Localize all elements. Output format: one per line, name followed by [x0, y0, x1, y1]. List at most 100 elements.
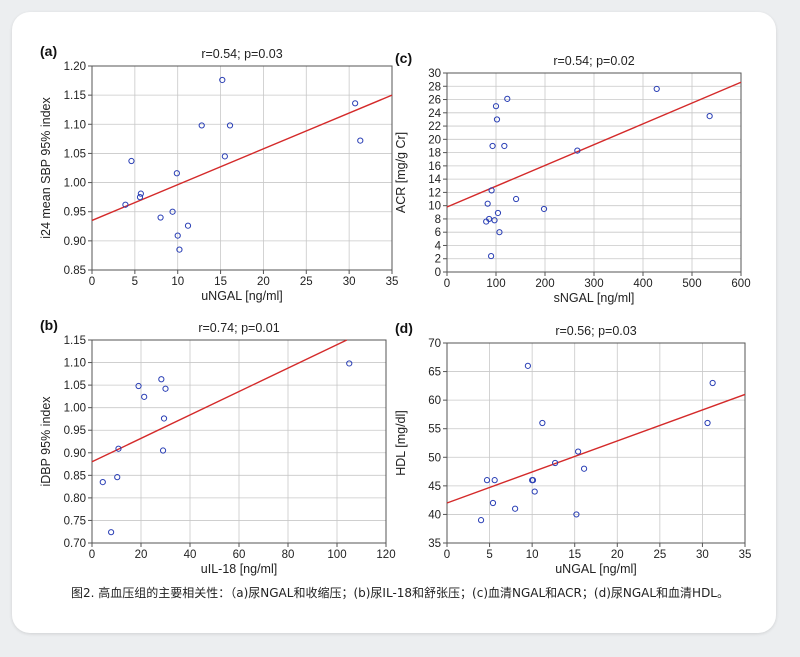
y-tick-label: 14	[428, 174, 441, 186]
data-point	[489, 499, 497, 507]
data-point	[488, 252, 495, 260]
y-tick-label: 28	[428, 81, 441, 93]
plot-frame	[446, 342, 746, 544]
x-tick-label: 35	[739, 549, 752, 561]
x-tick-label: 25	[653, 549, 666, 561]
y-tick-label: 1.05	[64, 380, 86, 392]
plot-area	[92, 66, 392, 270]
data-point	[512, 505, 519, 512]
y-axis-label: i24 mean SBP 95% index	[39, 96, 53, 238]
data-point	[484, 200, 491, 207]
chart-title: r=0.54; p=0.03	[201, 47, 282, 61]
x-tick-label: 300	[584, 278, 603, 290]
data-point	[489, 142, 496, 150]
x-tick-label: 80	[282, 549, 295, 561]
data-point	[357, 137, 364, 144]
x-tick-label: 0	[444, 278, 450, 290]
x-axis-label: uIL-18 [ng/ml]	[201, 562, 277, 576]
data-point	[580, 465, 588, 472]
chart-title: r=0.54; p=0.02	[553, 54, 634, 68]
data-point	[160, 415, 168, 422]
data-point	[512, 195, 520, 203]
y-tick-label: 26	[428, 95, 441, 107]
data-point	[141, 393, 148, 400]
chart-title: r=0.56; p=0.03	[555, 324, 636, 338]
data-point	[496, 229, 503, 236]
data-point	[159, 447, 167, 454]
y-tick-label: 1.10	[64, 358, 86, 370]
x-tick-label: 15	[568, 549, 581, 561]
y-tick-label: 1.00	[64, 403, 86, 415]
data-point	[573, 511, 580, 518]
data-point	[493, 116, 501, 123]
data-point	[114, 474, 121, 481]
y-tick-label: 1.15	[64, 335, 86, 347]
panel-c: 0 100 200 300 400 500 600024681012141618202224…	[394, 50, 751, 305]
y-tick-label: 35	[428, 538, 441, 550]
y-tick-label: 55	[428, 424, 441, 436]
y-tick-label: 65	[428, 367, 441, 379]
y-tick-label: 18	[428, 148, 441, 160]
data-point	[99, 479, 106, 486]
data-point	[226, 122, 234, 129]
y-tick-label: 60	[428, 395, 441, 407]
data-point	[115, 445, 122, 452]
panel-a: 0 5 10 15 20 25 30 35 0.85 0.90 0.95 1.00 1.05 1.10 1.…	[39, 43, 398, 303]
x-tick-label: 20	[257, 276, 270, 288]
data-point	[494, 209, 502, 217]
x-tick-label: 600	[731, 278, 750, 290]
data-point	[504, 95, 511, 102]
y-tick-label: 2	[435, 254, 441, 266]
data-point	[552, 459, 559, 467]
y-tick-label: 45	[428, 481, 441, 493]
data-point	[137, 190, 144, 197]
x-axis-label: sNGAL [ng/ml]	[554, 291, 635, 305]
panel-label: (b)	[40, 317, 58, 333]
y-tick-label: 1.20	[64, 61, 86, 73]
data-point	[706, 113, 713, 120]
y-tick-label: 0	[435, 267, 441, 279]
data-point	[491, 217, 498, 224]
plot-area	[447, 343, 745, 543]
y-axis-label: HDL [mg/dl]	[394, 410, 408, 476]
y-tick-label: 0.85	[64, 470, 86, 482]
data-point	[709, 379, 716, 387]
data-point	[184, 222, 192, 229]
data-point	[575, 448, 582, 455]
data-point	[173, 170, 180, 177]
x-tick-label: 10	[171, 276, 184, 288]
x-tick-label: 5	[486, 549, 492, 561]
figure-caption: 图2. 高血压组的主要相关性：（a)尿NGAL和收缩压；(b)尿IL-18和舒张…	[70, 586, 729, 600]
regression-line	[446, 393, 746, 504]
regression-line	[91, 94, 393, 222]
data-point	[174, 232, 181, 239]
x-tick-label: 400	[633, 278, 652, 290]
y-tick-label: 0.90	[64, 448, 86, 460]
x-tick-label: 100	[486, 278, 505, 290]
y-tick-label: 70	[428, 338, 441, 350]
y-tick-label: 40	[428, 509, 441, 521]
x-tick-label: 15	[214, 276, 227, 288]
x-axis-label: uNGAL [ng/ml]	[555, 562, 637, 576]
x-tick-label: 20	[611, 549, 624, 561]
x-tick-label: 0	[89, 549, 95, 561]
y-tick-label: 0.70	[64, 538, 86, 550]
data-point	[198, 122, 205, 129]
data-point	[128, 157, 135, 165]
data-point	[524, 362, 531, 369]
y-tick-label: 16	[428, 161, 441, 173]
y-tick-label: 24	[428, 108, 441, 120]
y-tick-label: 12	[428, 187, 441, 199]
data-point	[352, 100, 359, 107]
plot-frame	[91, 65, 393, 271]
data-point	[488, 187, 495, 194]
data-point	[529, 477, 537, 484]
x-tick-label: 500	[682, 278, 701, 290]
y-tick-label: 0.95	[64, 425, 86, 437]
y-tick-label: 0.75	[64, 515, 86, 527]
y-axis-label: iDBP 95% index	[39, 396, 53, 487]
data-point	[477, 517, 485, 524]
data-point	[574, 147, 581, 154]
x-tick-label: 120	[376, 549, 395, 561]
